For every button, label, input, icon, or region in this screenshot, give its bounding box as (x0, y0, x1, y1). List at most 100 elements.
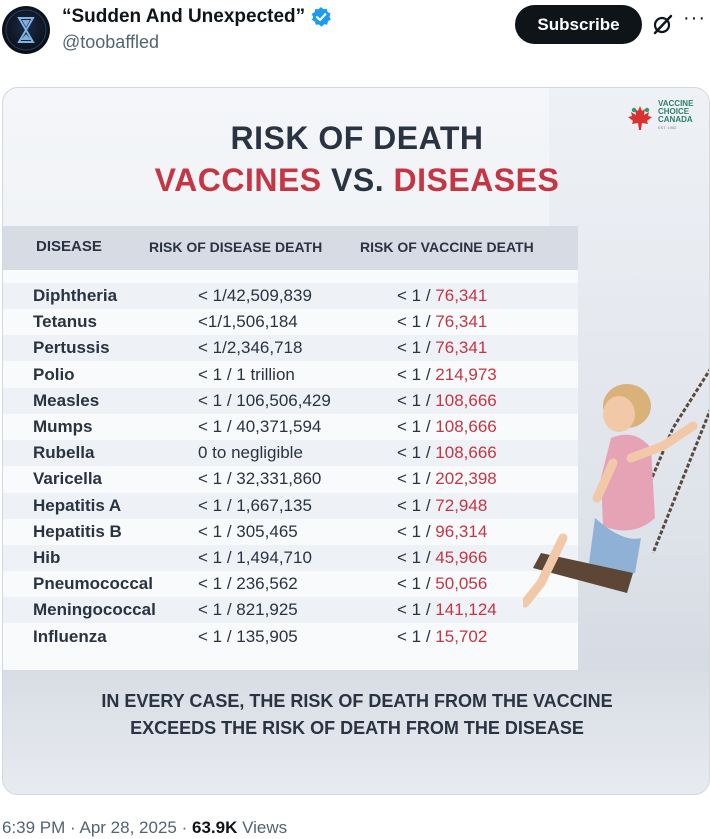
table-row: Varicella < 1 / 32,331,860 < 1 / 202,398 (3, 466, 578, 492)
table-header: DISEASE RISK OF DISEASE DEATH RISK OF VA… (3, 226, 578, 270)
disease-name: Hepatitis A (33, 495, 122, 515)
table-row: Hepatitis A < 1 / 1,667,135 < 1 / 72,948 (3, 492, 578, 519)
disease-death-risk: < 1 / 106,506,429 (198, 390, 331, 410)
logo-subtext: EST. 1982 (658, 125, 677, 130)
table-row: Measles < 1 / 106,506,429 < 1 / 108,666 (3, 387, 578, 414)
table-row: Tetanus <1/1,506,184 < 1 / 76,341 (3, 309, 578, 335)
vaccine-death-risk: < 1 / 50,056 (397, 574, 487, 594)
vaccine-choice-canada-logo: VACCINE CHOICE CANADA EST. 1982 (626, 100, 706, 136)
author-handle[interactable]: @toobaffled (62, 32, 160, 52)
vaccine-risk-value: 76,341 (435, 338, 488, 358)
infographic-title-line1: RISK OF DEATH (230, 120, 484, 156)
disease-name: Pneumococcal (33, 574, 153, 594)
vaccine-risk-value: 108,666 (435, 390, 497, 410)
vaccine-risk-prefix: < 1 / (397, 417, 436, 436)
maple-leaf-icon (628, 106, 652, 130)
table-row: Meningococcal < 1 / 821,925 < 1 / 141,124 (3, 597, 578, 624)
vaccine-risk-prefix: < 1 / (397, 364, 436, 384)
infographic-footer: IN EVERY CASE, THE RISK OF DEATH FROM TH… (3, 688, 709, 742)
post-meta: 6:39 PM · Apr 28, 2025 · 63.9K Views (2, 818, 287, 838)
vaccine-risk-prefix: < 1 / (397, 286, 436, 305)
more-options-icon[interactable]: ··· (683, 7, 706, 29)
vaccine-death-risk: < 1 / 214,973 (397, 365, 497, 385)
disease-death-risk: < 1 / 1,494,710 (198, 548, 312, 567)
table-row: Diphtheria < 1/42,509,839 < 1 / 76,341 (3, 283, 578, 309)
disease-name: Hib (33, 548, 61, 567)
table-row: Mumps < 1 / 40,371,594 < 1 / 108,666 (3, 414, 578, 440)
disease-name: Influenza (33, 626, 107, 646)
footer-line-1: IN EVERY CASE, THE RISK OF DEATH FROM TH… (101, 691, 613, 711)
vaccine-risk-value: 72,948 (435, 495, 488, 515)
author-name-row[interactable]: “Sudden And Unexpected” (62, 6, 332, 28)
vaccine-death-risk: < 1 / 72,948 (397, 496, 487, 516)
disease-death-risk: 0 to negligible (198, 443, 303, 463)
vaccine-risk-value: 76,341 (435, 312, 488, 332)
table-row: Pneumococcal < 1 / 236,562 < 1 / 50,056 (3, 571, 578, 597)
child-on-swing-image (523, 368, 709, 608)
table-row: Rubella 0 to negligible < 1 / 108,666 (3, 440, 578, 467)
table-row: Influenza < 1 / 135,905 < 1 / 15,702 (3, 624, 578, 650)
vaccine-risk-value: 214,973 (435, 364, 497, 384)
disease-name: Varicella (33, 469, 103, 489)
post-image[interactable]: VACCINE CHOICE CANADA EST. 1982 RISK OF … (2, 87, 710, 795)
disease-death-risk: < 1 / 40,371,594 (198, 417, 322, 436)
footer-line-2: EXCEEDS THE RISK OF DEATH FROM THE DISEA… (130, 718, 584, 738)
vaccine-risk-value: 50,056 (435, 574, 488, 594)
disease-name: Diphtheria (33, 286, 118, 305)
vaccine-death-risk: < 1 / 202,398 (397, 469, 497, 489)
disease-name: Rubella (33, 443, 95, 463)
disease-name: Tetanus (33, 312, 97, 332)
vaccine-risk-prefix: < 1 / (397, 521, 436, 541)
author-display-name[interactable]: “Sudden And Unexpected” (62, 6, 306, 27)
disease-death-risk: < 1 / 1,667,135 (198, 495, 312, 515)
vaccine-risk-prefix: < 1 / (397, 548, 436, 567)
vaccine-risk-prefix: < 1 / (397, 626, 436, 646)
post-time[interactable]: 6:39 PM (2, 818, 66, 837)
logo-text: VACCINE CHOICE CANADA (658, 99, 694, 124)
vaccine-risk-value: 141,124 (435, 600, 497, 620)
vaccine-risk-prefix: < 1 / (397, 312, 436, 332)
verified-badge-icon (311, 7, 331, 27)
infographic-title-line2: VACCINES VS. DISEASES (3, 162, 709, 199)
disease-death-risk: < 1 / 305,465 (198, 521, 298, 541)
disease-name: Mumps (33, 417, 93, 436)
subscribe-button[interactable]: Subscribe (515, 5, 642, 44)
table-row: Polio < 1 / 1 trillion < 1 / 214,973 (3, 362, 578, 388)
vaccine-risk-prefix: < 1 / (397, 574, 436, 594)
vaccine-death-risk: < 1 / 108,666 (397, 391, 497, 411)
vaccine-death-risk: < 1 / 76,341 (397, 338, 487, 358)
post-date[interactable]: Apr 28, 2025 (79, 818, 177, 837)
grok-icon[interactable] (652, 13, 674, 35)
vaccine-risk-prefix: < 1 / (397, 443, 436, 463)
vaccine-risk-value: 202,398 (435, 469, 497, 489)
vaccine-risk-prefix: < 1 / (397, 600, 436, 620)
hourglass-avatar-icon (5, 9, 47, 51)
vaccine-risk-value: 108,666 (435, 417, 497, 436)
vaccine-risk-prefix: < 1 / (397, 390, 436, 410)
meta-separator: · (70, 818, 80, 837)
vaccine-death-risk: < 1 / 108,666 (397, 443, 497, 463)
vaccine-risk-prefix: < 1 / (397, 338, 436, 358)
vaccine-death-risk: < 1 / 108,666 (397, 417, 497, 437)
risk-table: Diphtheria < 1/42,509,839 < 1 / 76,341 Teta… (3, 270, 578, 670)
table-row: Hib < 1 / 1,494,710 < 1 / 45,966 (3, 545, 578, 571)
vaccine-death-risk: < 1 / 76,341 (397, 312, 487, 332)
disease-name: Hepatitis B (33, 521, 122, 541)
vaccine-death-risk: < 1 / 141,124 (397, 600, 497, 620)
disease-death-risk: <1/1,506,184 (198, 312, 298, 332)
vaccine-death-risk: < 1 / 76,341 (397, 286, 487, 306)
avatar[interactable] (2, 6, 50, 54)
table-row: Hepatitis B < 1 / 305,465 < 1 / 96,314 (3, 519, 578, 545)
disease-name: Polio (33, 364, 75, 384)
disease-death-risk: < 1 / 236,562 (198, 574, 298, 594)
vaccine-risk-prefix: < 1 / (397, 469, 436, 489)
disease-name: Measles (33, 390, 100, 410)
vaccine-death-risk: < 1 / 45,966 (397, 548, 487, 568)
disease-death-risk: < 1 / 1 trillion (198, 364, 295, 384)
header-disease-risk: RISK OF DISEASE DEATH (149, 239, 323, 255)
disease-name: Pertussis (33, 338, 110, 358)
title-diseases: DISEASES (393, 162, 560, 198)
table-row: Pertussis < 1/2,346,718 < 1 / 76,341 (3, 335, 578, 362)
disease-death-risk: < 1/2,346,718 (198, 338, 303, 358)
header-disease: DISEASE (36, 238, 102, 255)
